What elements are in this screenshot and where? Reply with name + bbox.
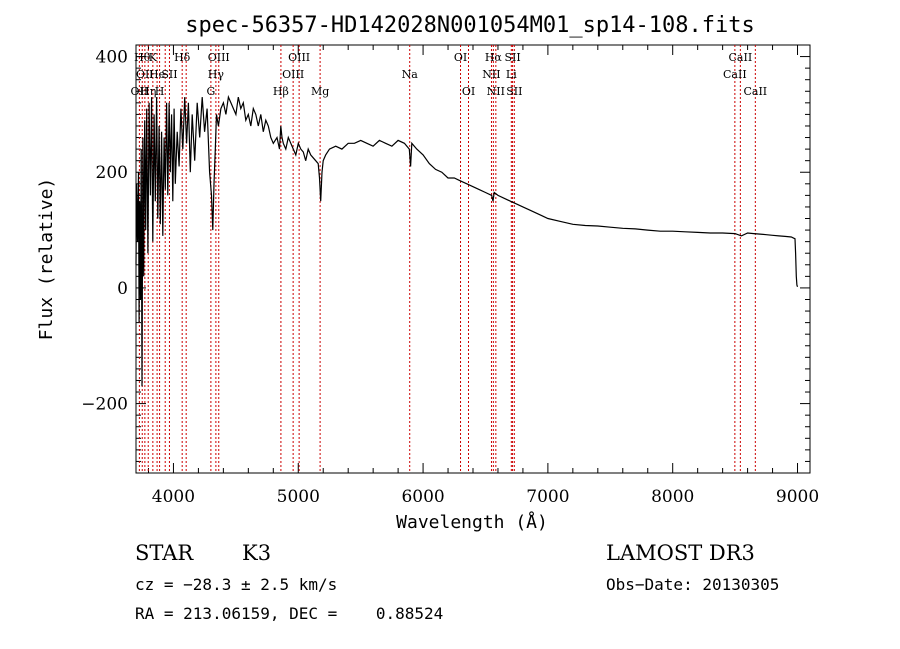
spectrum-series [135,94,799,387]
emission-line-label: OIII [288,51,310,64]
emission-line-label: K [149,51,158,64]
ra-dec: RA = 213.06159, DEC = 0.88524 [135,604,443,623]
y-tick-label: 0 [117,279,128,299]
emission-line-label: CaII [723,68,747,81]
x-tick-label: 7000 [526,487,569,507]
x-tick-label: 9000 [776,487,819,507]
emission-line-label: Mg [311,85,329,98]
emission-line-label: OII [136,68,154,81]
x-tick-label: 5000 [277,487,320,507]
emission-line-label: CaII [729,51,753,64]
x-tick-label: 8000 [651,487,694,507]
emission-line-label: NII [482,68,500,81]
emission-line-label: OIII [208,51,230,64]
x-tick-label: 6000 [401,487,444,507]
emission-line-label: OII [131,85,149,98]
emission-line-label: NII [487,85,505,98]
y-axis: −200 0 200 400 [81,48,810,462]
emission-line-label: Hη [140,85,156,98]
emission-line-label: OI [462,85,475,98]
emission-line-label: SII [161,68,177,81]
emission-line-label: Hβ [273,85,289,98]
emission-line-label: H [155,85,165,98]
y-tick-label: 400 [96,48,128,68]
emission-line-label: CaII [743,85,767,98]
emission-line-label: He [149,68,165,81]
emission-line-label: Li [506,68,517,81]
emission-line-label: OIII [282,68,304,81]
survey-name: LAMOST DR3 [606,541,755,565]
subclass: K3 [242,541,271,565]
y-tick-label: −200 [81,395,128,415]
x-axis-title: Wavelength (Å) [396,511,548,533]
x-tick-label: 4000 [152,487,195,507]
object-type: STAR [135,541,194,565]
emission-line-label: G [206,85,215,98]
y-tick-label: 200 [96,163,128,183]
emission-line-label: SII [504,51,520,64]
emission-line-markers [138,45,756,473]
emission-line-label: SII [506,85,522,98]
y-axis-title: Flux (relative) [36,178,57,341]
emission-line-labels: OIIHθOIIHηKHeHSIIHδGHγOIIIHβOIIIOIIIMgNa… [131,51,768,98]
emission-line-label: Na [402,68,419,81]
emission-line-label: Hδ [174,51,191,64]
redshift-text: cz = −28.3 ± 2.5 km/s [135,575,337,594]
emission-line-label: Hγ [208,68,225,81]
chart-title: spec-56357-HD142028N001054M01_sp14-108.f… [185,13,755,38]
x-axis: 4000 5000 6000 7000 8000 9000 [147,45,819,507]
emission-line-label: Hα [485,51,503,64]
emission-line-label: Hθ [134,51,151,64]
emission-line-label: OI [454,51,467,64]
obs-date: Obs−Date: 20130305 [606,575,779,594]
